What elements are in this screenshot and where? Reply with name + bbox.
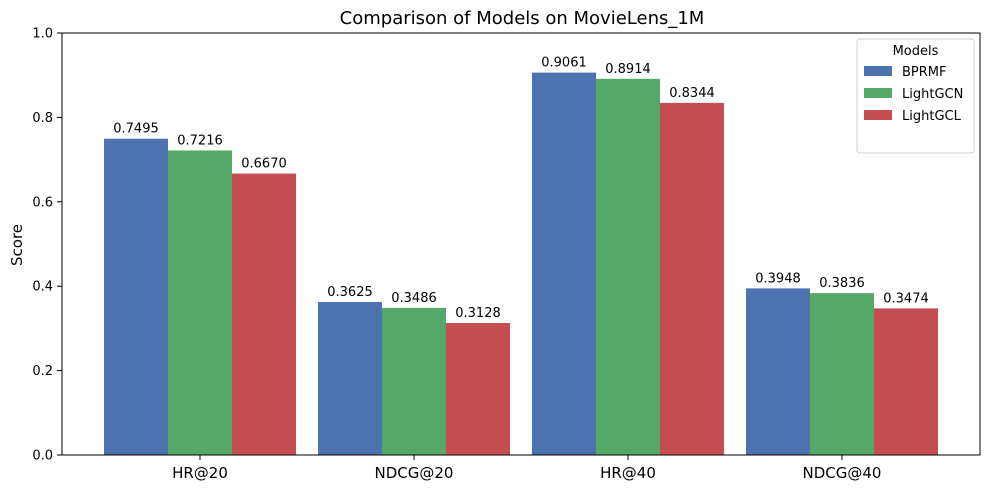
data-label: 0.3625 [327, 285, 373, 300]
y-tick-label: 0.0 [32, 449, 53, 464]
bar-bprmf-3 [746, 288, 810, 455]
plot-area: 0.7495 0.7216 0.6670 HR@20 0.3625 0.3486 0.312… [32, 27, 981, 482]
legend: Models BPRMF LightGCN LightGCL [856, 38, 975, 154]
bar-lightgcl-3 [874, 308, 938, 455]
data-label: 0.3948 [755, 271, 801, 286]
data-label: 0.3474 [883, 291, 929, 306]
legend-label-bprmf: BPRMF [902, 65, 946, 80]
legend-label-lightgcn: LightGCN [902, 87, 963, 102]
y-axis-label: Score [8, 224, 26, 266]
bar-lightgcn-2 [596, 78, 660, 456]
bar-lightgcl-0 [232, 173, 296, 455]
bar-lightgcl-1 [446, 322, 510, 455]
chart-title: Comparison of Models on MovieLens_1M [340, 8, 705, 29]
data-label: 0.3486 [391, 291, 437, 306]
legend-swatch-bprmf [864, 66, 892, 76]
bar-bprmf-1 [318, 302, 382, 455]
data-label: 0.3128 [455, 306, 501, 321]
legend-title: Models [893, 44, 939, 59]
bar-bprmf-2 [532, 72, 596, 456]
legend-swatch-lightgcl [864, 110, 892, 120]
y-tick-label: 0.4 [32, 280, 53, 295]
x-tick-label: NDCG@20 [375, 464, 454, 482]
data-label: 0.9061 [541, 56, 587, 71]
data-label: 0.6670 [241, 157, 287, 172]
y-tick-label: 0.8 [32, 111, 53, 126]
data-label: 0.7495 [113, 122, 159, 137]
data-label: 0.8914 [605, 62, 651, 77]
bar-lightgcn-1 [382, 307, 446, 455]
x-tick-label: NDCG@40 [803, 464, 882, 482]
y-tick-label: 0.2 [32, 364, 53, 379]
bar-lightgcn-0 [168, 150, 232, 455]
legend-label-lightgcl: LightGCL [902, 109, 962, 124]
bar-bprmf-0 [104, 138, 168, 455]
data-label: 0.7216 [177, 133, 223, 148]
bar-lightgcl-2 [660, 102, 724, 455]
data-label: 0.3836 [819, 276, 865, 291]
bar-lightgcn-3 [810, 293, 874, 455]
plot-frame [61, 32, 981, 456]
data-label: 0.8344 [669, 86, 715, 101]
x-tick-label: HR@20 [172, 464, 228, 482]
y-tick-label: 0.6 [32, 195, 53, 210]
x-tick-label: HR@40 [600, 464, 656, 482]
legend-swatch-lightgcn [864, 88, 892, 98]
y-tick-label: 1.0 [32, 27, 53, 42]
